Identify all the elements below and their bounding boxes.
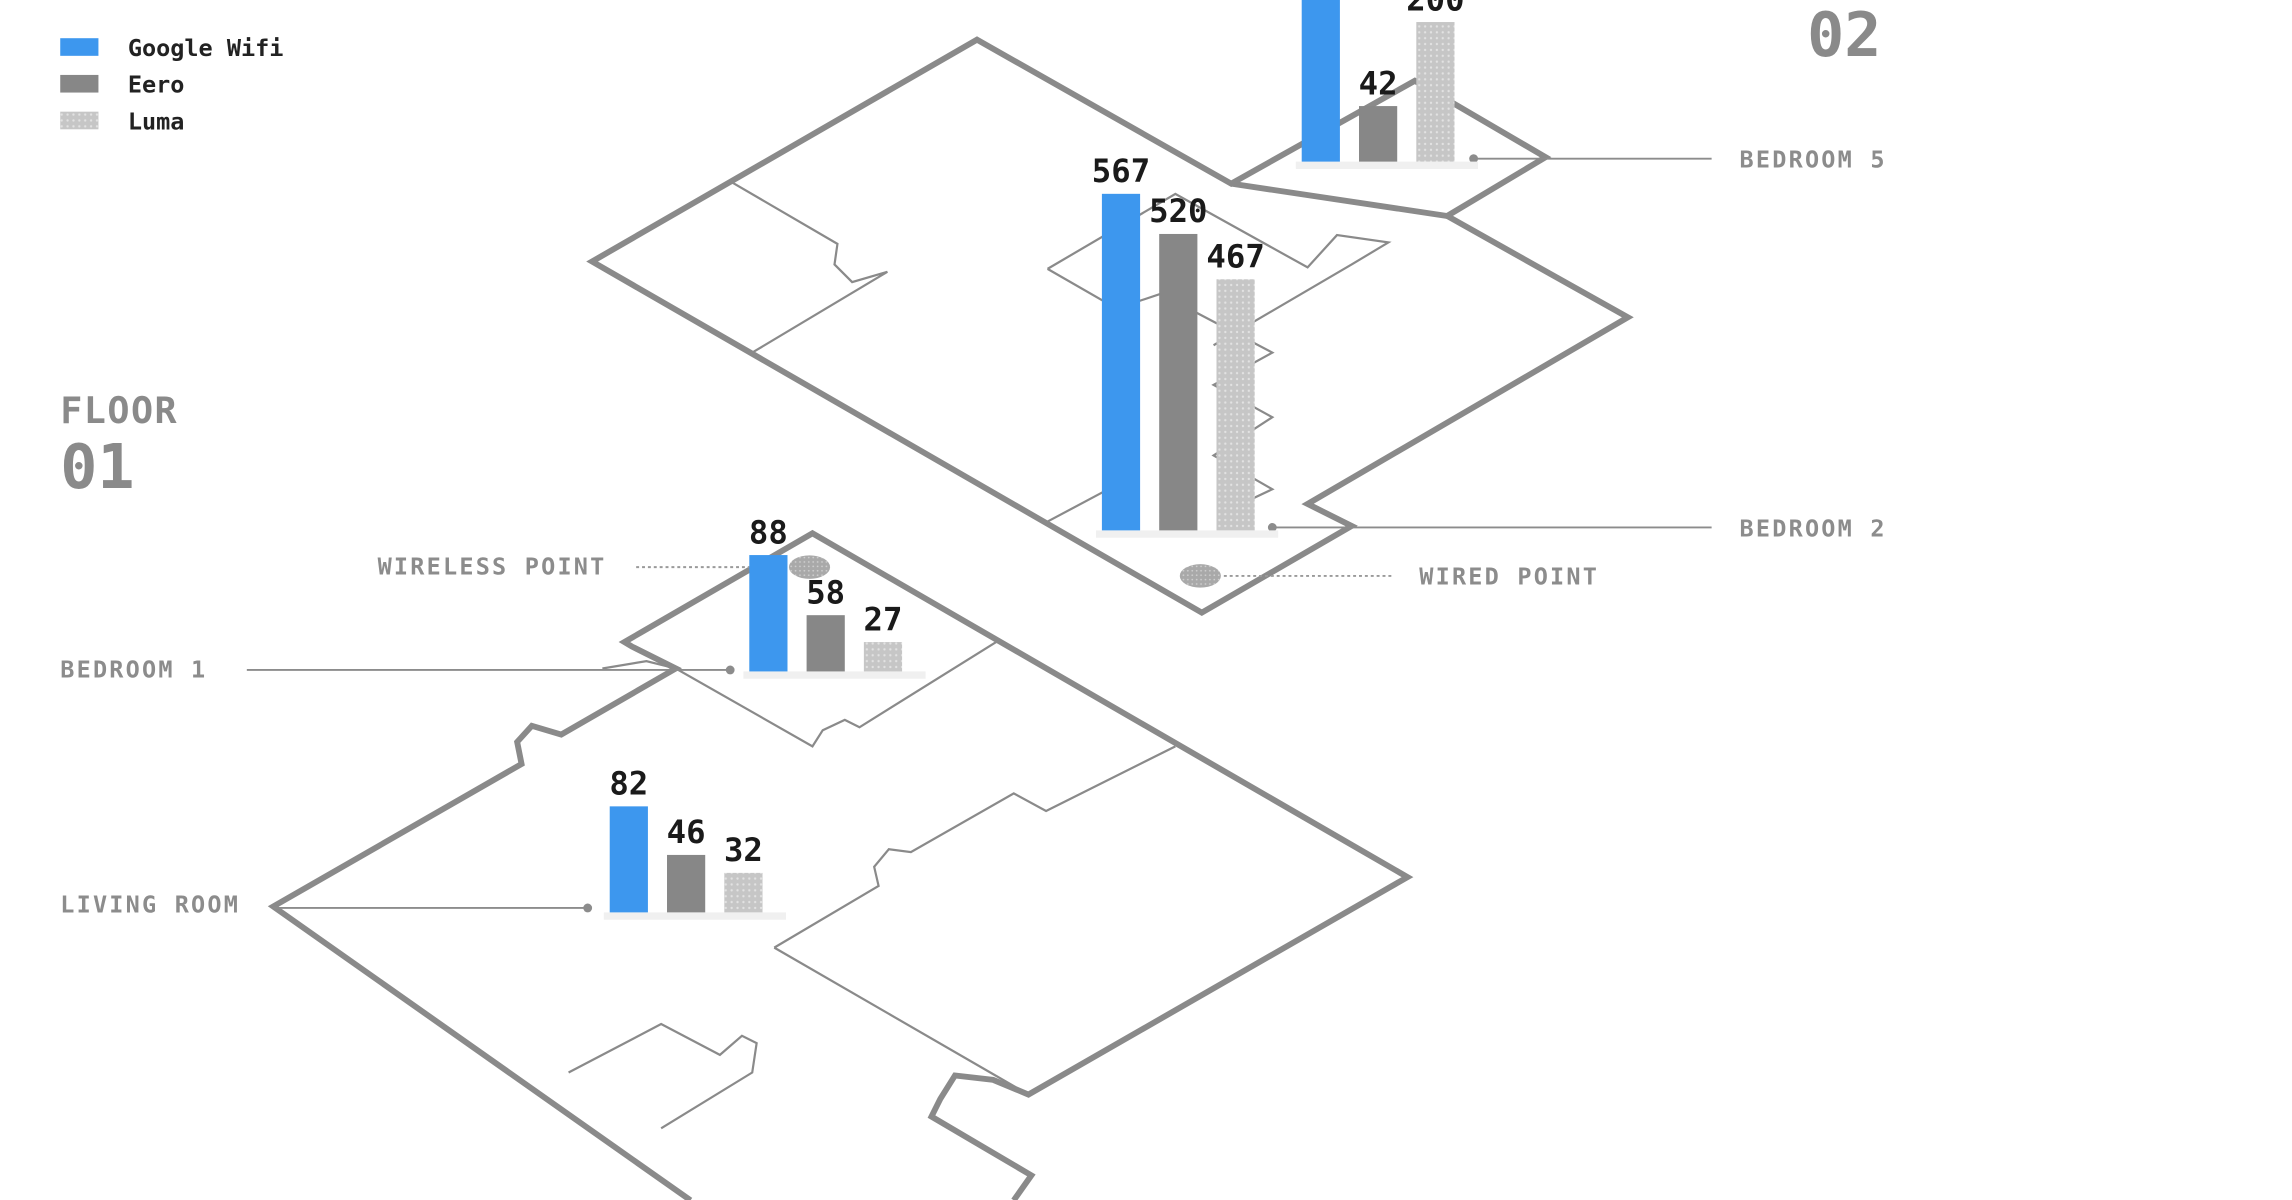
bar-value-label: 58 <box>806 573 845 611</box>
leader-dot <box>583 903 593 913</box>
room-label-living-room: LIVING ROOM <box>60 890 240 918</box>
annotation-wired-point: WIRED POINT <box>1419 563 1599 591</box>
bar-value-label: 200 <box>1406 0 1464 18</box>
legend-swatch-eero <box>60 74 99 93</box>
floor-2-number: 02 <box>1807 0 1881 71</box>
bar-value-label: 46 <box>667 813 706 851</box>
annotation-wireless-point: WIRELESS POINT <box>378 552 607 580</box>
bar-google-wifi-living-room <box>609 806 648 913</box>
bar-google-wifi-bedroom-1 <box>749 555 788 672</box>
bar-shadow <box>603 912 787 920</box>
floor-1-wall <box>602 641 997 748</box>
bar-eero-living-room <box>667 854 706 913</box>
legend-label: Google Wifi <box>128 34 284 62</box>
bar-eero-bedroom-5 <box>1359 106 1398 162</box>
floor-1-number: 01 <box>60 431 134 503</box>
wireless-point-marker <box>788 555 831 579</box>
legend-swatch-luma <box>60 111 99 130</box>
floor-1-wall <box>568 1022 758 1130</box>
leaders <box>246 154 1712 913</box>
bar-luma-bedroom-1 <box>863 642 903 672</box>
bar-shadow <box>1295 161 1479 169</box>
bar-value-label: 88 <box>749 513 788 551</box>
floor-2-wall <box>1230 180 1448 219</box>
bar-value-label: 32 <box>724 831 763 869</box>
bar-value-label: 567 <box>1092 152 1150 190</box>
bar-luma-living-room <box>724 872 763 913</box>
legend-swatch-google-wifi <box>60 38 99 56</box>
floor-1-wall <box>773 745 1176 949</box>
legend-label: Luma <box>128 107 185 135</box>
leader-dot <box>725 665 735 675</box>
bar-value-label: 82 <box>609 765 648 803</box>
bar-luma-bedroom-2 <box>1216 279 1255 531</box>
bar-google-wifi-bedroom-5 <box>1301 0 1340 162</box>
bar-value-label: 27 <box>864 600 903 638</box>
floor-2-wall <box>1046 192 1392 347</box>
legend: Google Wifi Eero Luma <box>60 34 283 135</box>
floor-2-outline <box>586 36 1634 617</box>
bar-eero-bedroom-1 <box>806 615 845 672</box>
bar-value-label: 520 <box>1149 192 1207 230</box>
legend-label: Eero <box>128 71 185 99</box>
room-label-bedroom-2: BEDROOM 2 <box>1740 514 1887 542</box>
bar-shadow <box>743 671 926 679</box>
room-label-bedroom-5: BEDROOM 5 <box>1740 145 1887 173</box>
floor-1-wall <box>773 946 1029 1096</box>
bar-luma-bedroom-5 <box>1416 22 1455 162</box>
floor-1-outline <box>267 529 1414 1200</box>
leader-dot <box>1267 523 1277 532</box>
bar-value-label: 467 <box>1206 238 1264 276</box>
bar-shadow <box>1096 530 1279 538</box>
leader-dot <box>1469 154 1479 164</box>
room-label-bedroom-1: BEDROOM 1 <box>60 655 207 683</box>
wired-point-marker <box>1179 564 1221 588</box>
floor-1-plan <box>267 529 1414 1200</box>
floor-2-wall <box>1230 138 1309 185</box>
bar-google-wifi-bedroom-2 <box>1101 193 1141 531</box>
bar-eero-bedroom-2 <box>1159 233 1198 531</box>
floor-2-wall <box>731 181 888 354</box>
bar-value-label: 42 <box>1359 64 1398 102</box>
floor-1-label: FLOOR <box>60 389 178 432</box>
